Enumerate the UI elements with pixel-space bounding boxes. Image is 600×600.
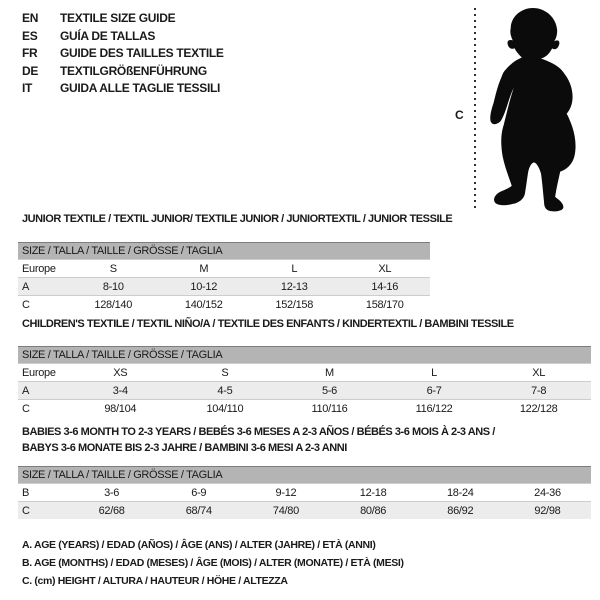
table-cell: 12-13 [280, 280, 308, 293]
table-cell: 140/152 [184, 298, 223, 311]
table-cell: 110/116 [311, 402, 348, 415]
children-size-table: CHILDREN'S TEXTILE / TEXTIL NIÑO/A / TEX… [18, 317, 591, 417]
row-label: C [22, 402, 30, 415]
row-label: B [22, 486, 30, 499]
language-label: GUIDA ALLE TAGLIE TESSILI [60, 81, 221, 95]
height-measure-dashed-line [474, 8, 476, 208]
language-row: IT GUIDA ALLE TAGLIE TESSILI [22, 80, 224, 98]
table-cell: 6-7 [426, 384, 442, 397]
table-cell: 68/74 [185, 504, 212, 517]
table-cell: 6-9 [191, 486, 207, 499]
table-cell: 10-12 [190, 280, 218, 293]
table-cell: 3-6 [104, 486, 120, 499]
table-cell: S [109, 262, 117, 275]
table-cell: M [325, 366, 334, 379]
table-cell: XS [113, 366, 128, 379]
table-title: CHILDREN'S TEXTILE / TEXTIL NIÑO/A / TEX… [22, 318, 514, 330]
table-cell: XL [532, 366, 546, 379]
table-cell: 122/128 [519, 402, 558, 415]
table-grid: SIZE / TALLA / TAILLE / GRÖSSE / TAGLIA … [18, 242, 430, 313]
table-cell: 98/104 [104, 402, 137, 415]
table-row: Europe S M L XL [18, 259, 430, 277]
table-title: BABIES 3-6 MONTH TO 2-3 YEARS / BEBÉS 3-… [22, 426, 495, 438]
language-label: GUÍA DE TALLAS [60, 28, 156, 43]
language-label: TEXTILGRÖßENFÜHRUNG [60, 63, 207, 78]
height-measure-label: C [455, 108, 464, 122]
row-label: Europe [22, 262, 56, 275]
table-cell: 12-18 [359, 486, 387, 499]
language-code: DE [22, 63, 39, 78]
size-header-bar: SIZE / TALLA / TAILLE / GRÖSSE / TAGLIA [18, 466, 591, 483]
table-title-line2: BABYS 3-6 MONATE BIS 2-3 JAHRE / BAMBINI… [22, 442, 347, 454]
table-row: A 8-10 10-12 12-13 14-16 [18, 277, 430, 295]
row-label: A [22, 384, 30, 397]
table-cell: S [221, 366, 229, 379]
footnotes: A. AGE (YEARS) / EDAD (AÑOS) / ÂGE (ANS)… [22, 536, 404, 590]
table-cell: M [199, 262, 209, 275]
language-code: EN [22, 11, 39, 25]
table-cell: 92/98 [534, 504, 561, 517]
language-row: DE TEXTILGRÖßENFÜHRUNG [22, 63, 224, 81]
language-label: GUIDE DES TAILLES TEXTILE [60, 46, 224, 60]
junior-size-table: JUNIOR TEXTILE / TEXTIL JUNIOR/ TEXTILE … [18, 212, 453, 313]
footnote-c: C. (cm) HEIGHT / ALTURA / HAUTEUR / HÖHE… [22, 575, 288, 587]
table-cell: L [291, 262, 298, 275]
table-cell: 104/110 [206, 402, 244, 415]
table-cell: 62/68 [98, 504, 125, 517]
language-list: EN TEXTILE SIZE GUIDE ES GUÍA DE TALLAS … [22, 10, 224, 98]
table-cell: 9-12 [275, 486, 297, 499]
table-row: C 98/104 104/110 110/116 116/122 122/128 [18, 399, 591, 417]
table-cell: 24-36 [534, 486, 561, 499]
size-header-bar: SIZE / TALLA / TAILLE / GRÖSSE / TAGLIA [18, 242, 430, 259]
table-title: JUNIOR TEXTILE / TEXTIL JUNIOR/ TEXTILE … [22, 213, 453, 225]
language-label: TEXTILE SIZE GUIDE [60, 11, 176, 25]
table-cell: 80/86 [360, 504, 387, 517]
row-label: A [22, 280, 30, 293]
row-label: C [22, 298, 30, 311]
table-grid: SIZE / TALLA / TAILLE / GRÖSSE / TAGLIA … [18, 466, 591, 519]
table-cell: 18-24 [446, 486, 474, 499]
table-cell: 3-4 [112, 384, 128, 397]
table-cell: 128/140 [94, 298, 133, 311]
language-row: EN TEXTILE SIZE GUIDE [22, 10, 224, 28]
table-cell: 152/158 [275, 298, 314, 311]
table-cell: 86/92 [447, 504, 474, 517]
baby-silhouette-icon [490, 8, 576, 212]
table-cell: 8-10 [102, 280, 124, 293]
table-cell: XL [378, 262, 392, 275]
language-row: ES GUÍA DE TALLAS [22, 28, 224, 46]
language-row: FR GUIDE DES TAILLES TEXTILE [22, 45, 224, 63]
measurement-figure: C [450, 0, 600, 215]
table-cell: 14-16 [371, 280, 399, 293]
language-code: ES [22, 28, 38, 43]
table-row: Europe XS S M L XL [18, 363, 591, 381]
babies-size-table: BABIES 3-6 MONTH TO 2-3 YEARS / BEBÉS 3-… [18, 424, 591, 519]
language-code: IT [22, 81, 33, 95]
table-cell: 5-6 [321, 384, 337, 397]
table-cell: 7-8 [531, 384, 547, 397]
table-row: C 128/140 140/152 152/158 158/170 [18, 295, 430, 313]
row-label: C [22, 504, 30, 517]
table-cell: L [431, 366, 437, 379]
table-cell: 4-5 [217, 384, 233, 397]
row-label: Europe [22, 366, 56, 379]
table-row: A 3-4 4-5 5-6 6-7 7-8 [18, 381, 591, 399]
table-row: C 62/68 68/74 74/80 80/86 86/92 92/98 [18, 501, 591, 519]
table-cell: 116/122 [415, 402, 453, 415]
language-code: FR [22, 46, 38, 60]
table-row: B 3-6 6-9 9-12 12-18 18-24 24-36 [18, 483, 591, 501]
table-grid: SIZE / TALLA / TAILLE / GRÖSSE / TAGLIA … [18, 346, 591, 417]
footnote-b: B. AGE (MONTHS) / EDAD (MESES) / ÂGE (MO… [22, 557, 404, 569]
footnote-a: A. AGE (YEARS) / EDAD (AÑOS) / ÂGE (ANS)… [22, 539, 376, 551]
size-header-bar: SIZE / TALLA / TAILLE / GRÖSSE / TAGLIA [18, 346, 591, 363]
table-cell: 158/170 [365, 298, 404, 311]
table-cell: 74/80 [272, 504, 299, 517]
